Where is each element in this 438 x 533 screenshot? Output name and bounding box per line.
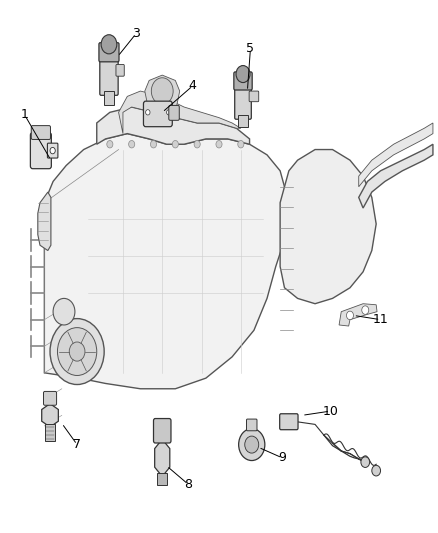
Circle shape	[194, 141, 200, 148]
FancyBboxPatch shape	[169, 106, 179, 120]
FancyBboxPatch shape	[153, 418, 171, 443]
FancyBboxPatch shape	[116, 64, 124, 76]
Circle shape	[216, 141, 222, 148]
Polygon shape	[359, 144, 433, 208]
Circle shape	[53, 298, 75, 325]
Text: 11: 11	[373, 313, 389, 326]
Circle shape	[57, 328, 97, 375]
Circle shape	[361, 457, 370, 467]
Polygon shape	[280, 150, 376, 304]
Text: 4: 4	[189, 79, 197, 92]
Circle shape	[107, 141, 113, 148]
Polygon shape	[155, 439, 170, 477]
Circle shape	[50, 148, 55, 154]
Text: 9: 9	[279, 451, 286, 464]
FancyBboxPatch shape	[280, 414, 298, 430]
FancyBboxPatch shape	[238, 115, 248, 127]
Circle shape	[245, 436, 259, 453]
FancyBboxPatch shape	[247, 419, 257, 431]
Circle shape	[239, 429, 265, 461]
Polygon shape	[38, 192, 51, 251]
Circle shape	[362, 306, 369, 314]
Polygon shape	[359, 123, 433, 187]
FancyBboxPatch shape	[234, 72, 252, 90]
Circle shape	[236, 66, 250, 83]
FancyBboxPatch shape	[45, 424, 55, 441]
Circle shape	[69, 342, 85, 361]
Text: 3: 3	[132, 27, 140, 40]
FancyBboxPatch shape	[157, 473, 167, 485]
Circle shape	[172, 141, 178, 148]
Polygon shape	[42, 403, 58, 427]
Circle shape	[50, 319, 104, 384]
Text: 1: 1	[21, 109, 28, 122]
Polygon shape	[145, 75, 180, 112]
Circle shape	[150, 141, 156, 148]
Text: 5: 5	[247, 42, 254, 55]
Circle shape	[372, 465, 381, 476]
FancyBboxPatch shape	[144, 101, 172, 127]
Circle shape	[151, 78, 173, 104]
FancyBboxPatch shape	[100, 56, 118, 95]
Text: 7: 7	[73, 438, 81, 451]
Circle shape	[101, 35, 117, 54]
Polygon shape	[339, 304, 377, 326]
Circle shape	[129, 141, 135, 148]
FancyBboxPatch shape	[165, 107, 173, 119]
Circle shape	[346, 311, 353, 320]
Text: 10: 10	[322, 405, 338, 417]
FancyBboxPatch shape	[235, 84, 251, 119]
Polygon shape	[97, 107, 250, 144]
FancyBboxPatch shape	[104, 91, 114, 106]
FancyBboxPatch shape	[31, 126, 50, 140]
Circle shape	[238, 141, 244, 148]
FancyBboxPatch shape	[144, 107, 152, 119]
Polygon shape	[119, 91, 241, 134]
Text: 8: 8	[184, 478, 192, 491]
Circle shape	[146, 110, 150, 115]
FancyBboxPatch shape	[47, 143, 58, 158]
FancyBboxPatch shape	[43, 391, 57, 405]
FancyBboxPatch shape	[99, 43, 119, 62]
FancyBboxPatch shape	[249, 91, 259, 102]
Circle shape	[166, 110, 171, 115]
Polygon shape	[44, 134, 285, 389]
FancyBboxPatch shape	[30, 133, 51, 168]
